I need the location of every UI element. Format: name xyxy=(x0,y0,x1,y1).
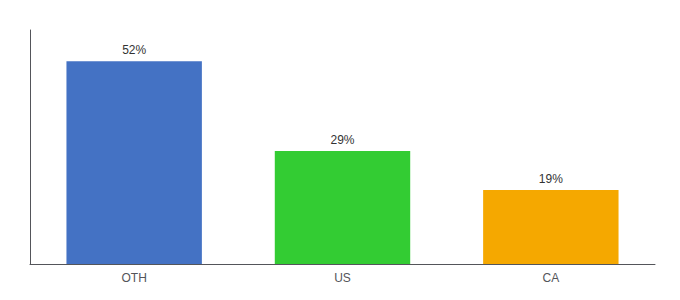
svg-text:OTH: OTH xyxy=(121,271,146,285)
svg-text:US: US xyxy=(334,271,351,285)
svg-text:52%: 52% xyxy=(122,43,146,57)
svg-text:19%: 19% xyxy=(539,172,563,186)
svg-text:CA: CA xyxy=(542,271,559,285)
svg-text:29%: 29% xyxy=(330,133,354,147)
